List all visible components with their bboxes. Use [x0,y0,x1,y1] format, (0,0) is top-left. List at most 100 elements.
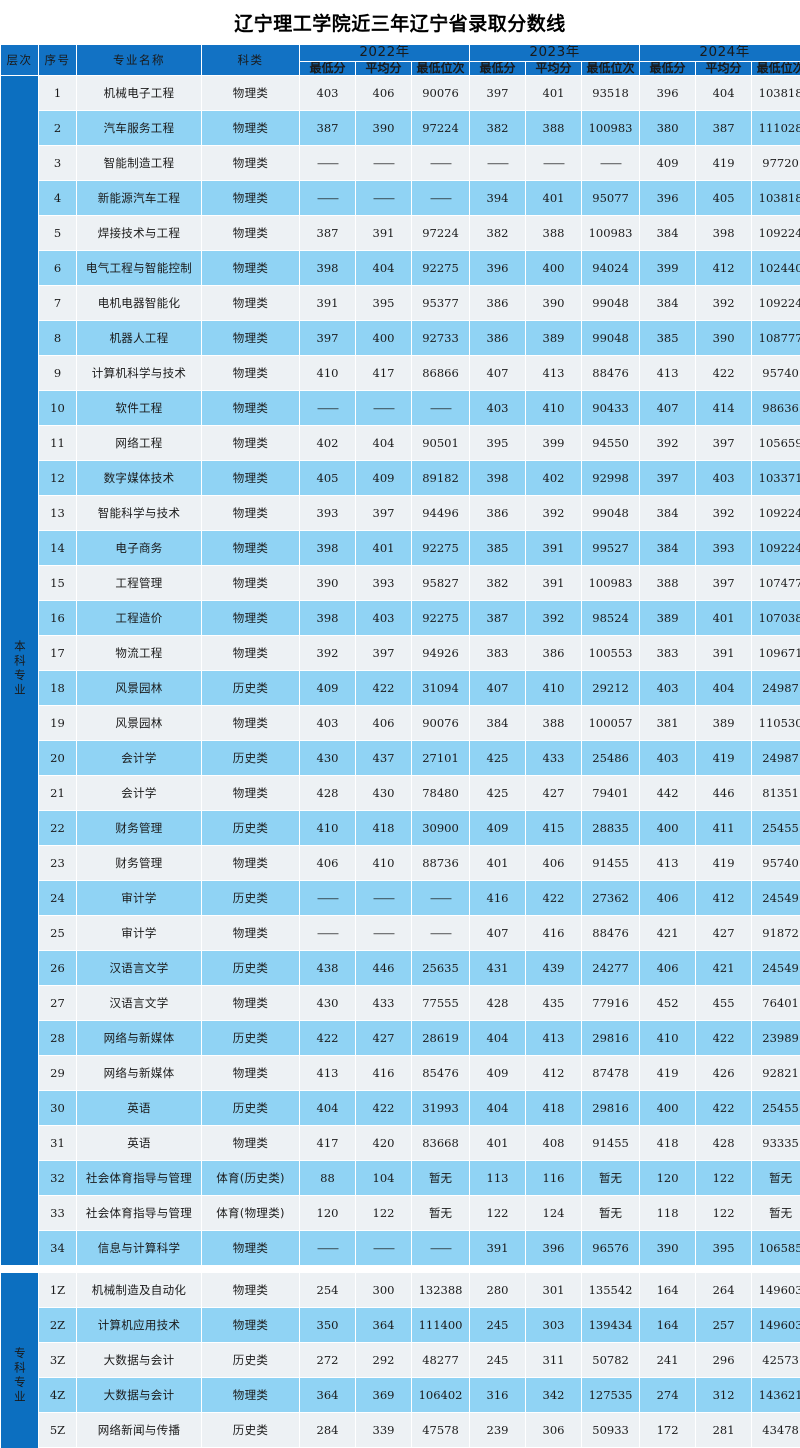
cell-2024-min-rank: 109224 [752,531,800,566]
cell-2023-avg-score: 422 [526,881,582,916]
cell-major-name: 数字媒体技术 [77,461,201,496]
header-2022-min-score: 最低分 [300,61,355,76]
cell-2024-avg-score: 411 [696,811,752,846]
cell-2022-avg-score: 395 [356,286,411,321]
cell-2022-min-score: 387 [300,111,355,146]
cell-2023-avg-score: 410 [526,391,582,426]
cell-2022-min-score: 398 [300,601,355,636]
cell-category: 历史类 [202,811,299,846]
cell-category: 物理类 [202,251,299,286]
cell-2024-avg-score: 392 [696,286,752,321]
cell-2024-min-rank: 24549 [752,951,800,986]
cell-2022-min-rank: 47578 [412,1413,470,1448]
cell-2022-min-score: 88 [300,1161,355,1196]
cell-2022-min-rank: 89182 [412,461,470,496]
cell-major-name: 新能源汽车工程 [77,181,201,216]
table-row: 9 计算机科学与技术 物理类 410 417 86866 407 413 88476 413 422… [1,356,800,391]
table-row: 16 工程造价 物理类 398 403 92275 387 392 98524 389 401 107… [1,601,800,636]
cell-2022-avg-score: 369 [356,1378,411,1413]
cell-seq: 11 [39,426,76,461]
cell-2023-avg-score: 301 [526,1273,582,1308]
cell-2022-min-rank: 31094 [412,671,470,706]
header-2024-min-score: 最低分 [640,61,696,76]
cell-2022-min-rank: 28619 [412,1021,470,1056]
cell-2022-min-rank: 27101 [412,741,470,776]
table-row: 30 英语 历史类 404 422 31993 404 418 29816 400 422 25455 [1,1091,800,1126]
cell-2024-min-score: 389 [640,601,696,636]
cell-2023-min-score: 407 [470,356,526,391]
cell-2023-min-score: 383 [470,636,526,671]
cell-2023-min-rank: 87478 [582,1056,640,1091]
cell-2023-avg-score: 391 [526,566,582,601]
cell-2022-min-score: 272 [300,1343,355,1378]
table-row: 本科专业 1 机械电子工程 物理类 403 406 90076 397 401 93518 396 4… [1,76,800,1266]
cell-2023-avg-score: 390 [526,286,582,321]
cell-seq: 1Z [39,1273,76,1308]
cell-seq: 7 [39,286,76,321]
cell-major-name: 汽车服务工程 [77,111,201,146]
cell-2023-min-score: 397 [470,76,526,111]
cell-category: 历史类 [202,1343,299,1378]
cell-2023-min-rank: 77916 [582,986,640,1021]
cell-2024-min-score: 399 [640,251,696,286]
cell-category: 物理类 [202,286,299,321]
header-level: 层次 [1,45,38,76]
cell-2023-min-score: 404 [470,1091,526,1126]
cell-2022-avg-score: 410 [356,846,411,881]
cell-2024-avg-score: 393 [696,531,752,566]
cell-2023-min-score: 428 [470,986,526,1021]
cell-category: 物理类 [202,1273,299,1308]
cell-2022-min-rank: 48277 [412,1343,470,1378]
cell-2023-avg-score: 406 [526,846,582,881]
cell-2024-min-rank: 106585 [752,1231,800,1266]
header-2023-avg-score: 平均分 [526,61,582,76]
cell-2024-min-score: 392 [640,426,696,461]
cell-category: 物理类 [202,706,299,741]
cell-2024-min-score: 403 [640,671,696,706]
cell-category: 历史类 [202,1413,299,1448]
cell-2024-min-rank: 24549 [752,881,800,916]
cell-2023-min-rank: 99048 [582,286,640,321]
table-row: 专科专业 1Z 机械制造及自动化 物理类 254 300 132388 280 301 13554… [1,1273,800,1448]
cell-2023-avg-score: —— [526,146,582,181]
cell-2023-min-score: 409 [470,811,526,846]
cell-category: 历史类 [202,881,299,916]
cell-2024-min-rank: 149603 [752,1273,800,1308]
header-seq: 序号 [39,45,76,76]
cell-2024-avg-score: 427 [696,916,752,951]
table-row: 23 财务管理 物理类 406 410 88736 401 406 91455 413 419 957… [1,846,800,881]
cell-2022-min-score: 405 [300,461,355,496]
cell-2022-avg-score: —— [356,146,411,181]
cell-2023-min-rank: 96576 [582,1231,640,1266]
cell-2022-min-score: 410 [300,356,355,391]
cell-2023-min-score: 425 [470,776,526,811]
cell-2022-avg-score: —— [356,1231,411,1266]
header-2024-min-rank: 最低位次 [752,61,800,76]
cell-2024-avg-score: 414 [696,391,752,426]
cell-2023-avg-score: 439 [526,951,582,986]
cell-2022-min-score: 398 [300,251,355,286]
cell-2023-avg-score: 388 [526,111,582,146]
cell-2022-avg-score: 422 [356,671,411,706]
cell-2023-avg-score: 392 [526,601,582,636]
cell-2023-min-rank: 29816 [582,1091,640,1126]
cell-seq: 29 [39,1056,76,1091]
table-row: 22 财务管理 历史类 410 418 30900 409 415 28835 400 411 254… [1,811,800,846]
cell-2022-avg-score: 430 [356,776,411,811]
cell-2024-avg-score: 395 [696,1231,752,1266]
cell-2024-min-score: 384 [640,531,696,566]
cell-2022-min-rank: 77555 [412,986,470,1021]
cell-2022-min-score: —— [300,916,355,951]
cell-category: 物理类 [202,1308,299,1343]
cell-2024-min-rank: 98636 [752,391,800,426]
cell-2024-min-rank: 109224 [752,496,800,531]
cell-seq: 20 [39,741,76,776]
cell-2022-min-score: —— [300,1231,355,1266]
table-row: 24 审计学 历史类 —— —— —— 416 422 27362 406 412 24549 [1,881,800,916]
cell-2024-avg-score: 419 [696,846,752,881]
table-row: 14 电子商务 物理类 398 401 92275 385 391 99527 384 393 109… [1,531,800,566]
table-row: 6 电气工程与智能控制 物理类 398 404 92275 396 400 94024 399 41… [1,251,800,286]
cell-2023-min-score: 239 [470,1413,526,1448]
cell-2024-min-score: 390 [640,1231,696,1266]
cell-category: 物理类 [202,181,299,216]
